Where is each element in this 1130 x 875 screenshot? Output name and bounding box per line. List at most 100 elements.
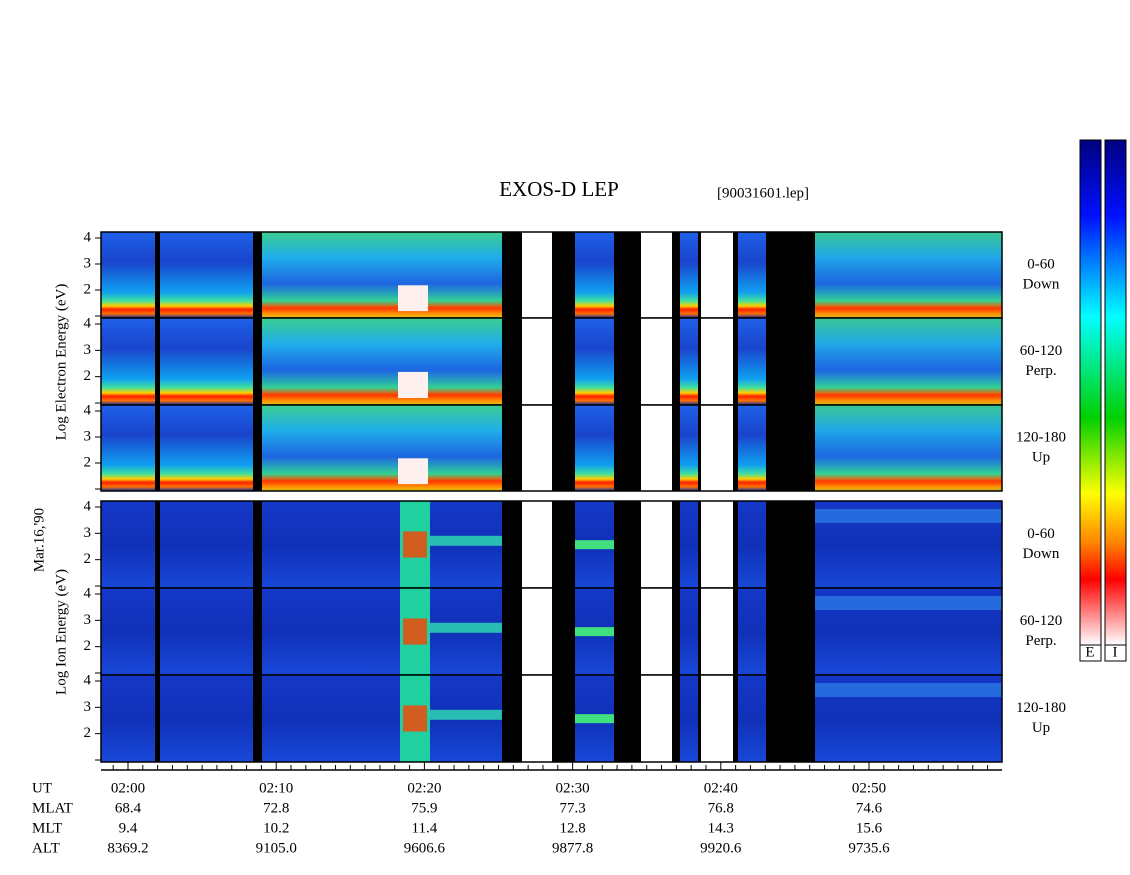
spectrogram-hot (398, 285, 428, 312)
row-value: 8369.2 (107, 840, 148, 856)
angle-direction: Perp. (1025, 363, 1056, 379)
angle-range: 0-60 (1027, 526, 1055, 542)
row-name: MLT (32, 820, 62, 836)
spectrogram-band (430, 622, 502, 633)
data-gap (155, 675, 160, 762)
data-gap (614, 675, 641, 762)
spectrogram-hot (398, 371, 428, 399)
angle-range: 60-120 (1020, 613, 1063, 629)
row-value: 9735.6 (848, 840, 890, 856)
data-gap (253, 318, 262, 405)
y-tick-label: 2 (84, 551, 92, 567)
spectrogram-hot (403, 705, 427, 732)
data-gap (552, 232, 575, 318)
row-name: ALT (32, 840, 60, 856)
data-gap (502, 675, 522, 762)
colorbar-i (1104, 139, 1127, 646)
data-gap (522, 501, 552, 588)
spectrogram-band (815, 509, 1002, 523)
y-tick-label: 3 (84, 525, 92, 541)
electron-ylabel: Log Electron Energy (eV) (53, 284, 69, 441)
y-tick-label: 4 (84, 585, 92, 601)
row-value: 68.4 (115, 800, 142, 816)
y-tick-label: 2 (84, 454, 92, 470)
y-tick-label: 4 (84, 498, 92, 514)
spectrogram-hot (403, 531, 427, 558)
y-tick-label: 3 (84, 342, 92, 358)
data-gap (766, 405, 815, 491)
spectrogram-active (815, 318, 1002, 405)
date-label: Mar.16,'90 (31, 508, 47, 572)
time-label: 02:30 (556, 780, 590, 796)
spectrogram-band (430, 709, 502, 720)
data-gap (641, 501, 672, 588)
data-gap (672, 588, 680, 675)
colorbar-box (1079, 644, 1102, 662)
y-tick-label: 3 (84, 699, 92, 715)
spectrogram-active (262, 318, 502, 405)
row-value: 76.8 (708, 800, 734, 816)
row-value: 9105.0 (256, 840, 297, 856)
time-label: 02:20 (407, 780, 441, 796)
row-value: 72.8 (263, 800, 289, 816)
y-tick-label: 3 (84, 428, 92, 444)
angle-range: 120-180 (1016, 700, 1066, 716)
data-gap (522, 318, 552, 405)
data-gap (641, 675, 672, 762)
data-gap (766, 501, 815, 588)
data-gap (155, 405, 160, 491)
y-tick-label: 4 (84, 229, 92, 245)
spectrogram-active (262, 405, 502, 491)
row-value: 9920.6 (700, 840, 742, 856)
file-label: [90031601.lep] (717, 185, 809, 201)
data-gap (253, 501, 262, 588)
time-label: 02:00 (111, 780, 145, 796)
data-gap (253, 675, 262, 762)
data-gap (155, 318, 160, 405)
y-tick-label: 2 (84, 725, 92, 741)
data-gap (253, 232, 262, 318)
data-gap (552, 588, 575, 675)
row-value: 10.2 (263, 820, 289, 836)
spectrogram-band (575, 540, 614, 550)
data-gap (701, 501, 733, 588)
data-gap (701, 588, 733, 675)
row-value: 9877.8 (552, 840, 593, 856)
row-value: 14.3 (708, 820, 734, 836)
data-gap (701, 405, 733, 491)
data-gap (552, 405, 575, 491)
data-gap (641, 405, 672, 491)
data-gap (672, 232, 680, 318)
angle-direction: Up (1032, 449, 1050, 465)
data-gap (766, 318, 815, 405)
data-gap (672, 675, 680, 762)
data-gap (698, 405, 701, 491)
data-gap (766, 232, 815, 318)
data-gap (155, 501, 160, 588)
spectrogram-band (815, 683, 1002, 697)
y-tick-label: 3 (84, 612, 92, 628)
data-gap (614, 318, 641, 405)
panel-frame (100, 674, 1003, 763)
angle-direction: Down (1023, 276, 1060, 292)
row-value: 75.9 (411, 800, 437, 816)
row-value: 74.6 (856, 800, 883, 816)
spectrogram-band (575, 714, 614, 724)
data-gap (701, 675, 733, 762)
data-gap (522, 405, 552, 491)
data-gap (766, 675, 815, 762)
row-value: 9606.6 (404, 840, 446, 856)
time-label: 02:10 (259, 780, 293, 796)
data-gap (155, 232, 160, 318)
row-value: 77.3 (559, 800, 585, 816)
spectrogram-active (815, 232, 1002, 318)
colorbar-label: E (1085, 644, 1094, 660)
y-tick-label: 4 (84, 672, 92, 688)
time-label: 02:50 (852, 780, 886, 796)
spectrogram-band (430, 535, 502, 546)
colorbar-e (1079, 139, 1102, 646)
data-gap (253, 405, 262, 491)
data-gap (672, 405, 680, 491)
data-gap (766, 588, 815, 675)
